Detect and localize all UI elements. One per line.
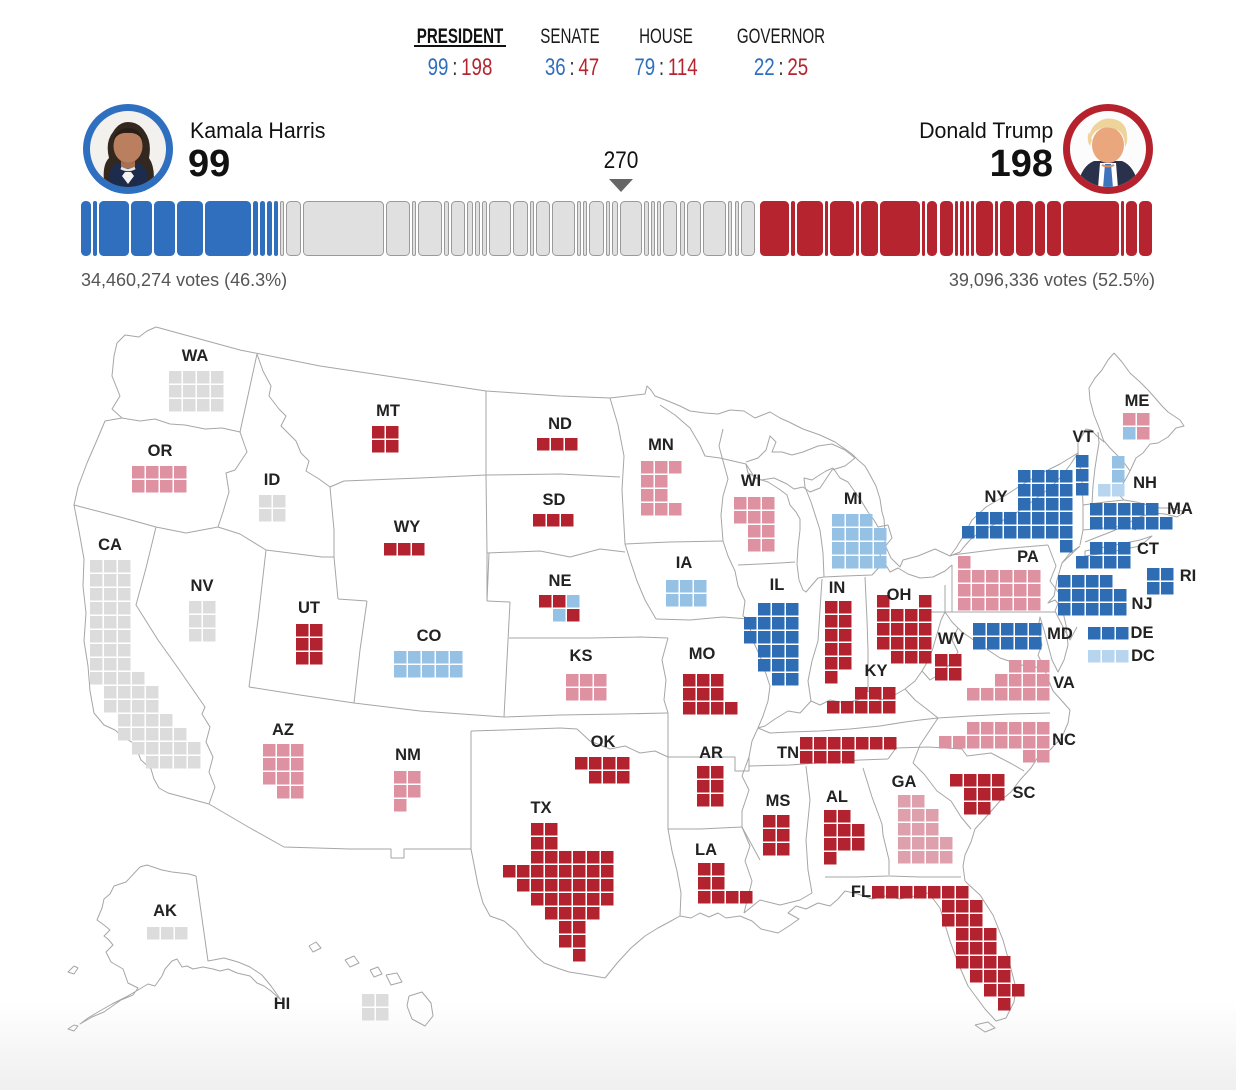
svg-text:WV: WV: [938, 630, 965, 648]
svg-text:KY: KY: [865, 662, 888, 680]
svg-text:OH: OH: [887, 586, 912, 604]
svg-text:FL: FL: [851, 883, 871, 901]
svg-text:SC: SC: [1013, 784, 1036, 802]
svg-text:NH: NH: [1133, 474, 1157, 492]
svg-text:ID: ID: [264, 471, 281, 489]
svg-text:HI: HI: [274, 995, 291, 1013]
svg-text:NM: NM: [395, 746, 421, 764]
svg-text:AR: AR: [699, 744, 723, 762]
svg-text:IA: IA: [676, 554, 693, 572]
svg-text:VT: VT: [1072, 428, 1093, 446]
svg-text:SD: SD: [543, 491, 566, 509]
svg-text:UT: UT: [298, 599, 320, 617]
svg-text:DC: DC: [1131, 647, 1155, 665]
svg-text:CA: CA: [98, 536, 122, 554]
svg-text:MA: MA: [1167, 500, 1193, 518]
svg-text:DE: DE: [1131, 624, 1154, 642]
svg-text:MN: MN: [648, 436, 674, 454]
svg-text:TX: TX: [530, 799, 551, 817]
svg-text:PA: PA: [1017, 548, 1039, 566]
svg-text:MS: MS: [766, 792, 791, 810]
svg-text:AL: AL: [826, 788, 848, 806]
svg-text:GA: GA: [892, 773, 917, 791]
svg-text:NY: NY: [985, 488, 1008, 506]
svg-text:IN: IN: [829, 579, 846, 597]
svg-text:AZ: AZ: [272, 721, 294, 739]
svg-text:NE: NE: [549, 572, 572, 590]
svg-text:MT: MT: [376, 402, 400, 420]
svg-text:CT: CT: [1137, 540, 1159, 558]
svg-text:ME: ME: [1125, 392, 1150, 410]
svg-text:OR: OR: [148, 442, 173, 460]
svg-text:MD: MD: [1047, 625, 1073, 643]
svg-text:WI: WI: [741, 472, 761, 490]
svg-text:VA: VA: [1053, 674, 1075, 692]
svg-text:KS: KS: [570, 647, 593, 665]
svg-text:NC: NC: [1052, 731, 1076, 749]
svg-text:AK: AK: [153, 902, 177, 920]
svg-text:RI: RI: [1180, 567, 1197, 585]
svg-text:OK: OK: [591, 733, 616, 751]
svg-text:MI: MI: [844, 490, 862, 508]
svg-text:LA: LA: [695, 841, 717, 859]
svg-text:NJ: NJ: [1131, 595, 1152, 613]
svg-text:CO: CO: [417, 627, 442, 645]
svg-text:WY: WY: [394, 518, 421, 536]
svg-text:IL: IL: [770, 576, 785, 594]
svg-text:NV: NV: [191, 577, 214, 595]
svg-text:MO: MO: [689, 645, 716, 663]
svg-text:ND: ND: [548, 415, 572, 433]
svg-text:WA: WA: [182, 347, 209, 365]
svg-text:TN: TN: [777, 744, 799, 762]
